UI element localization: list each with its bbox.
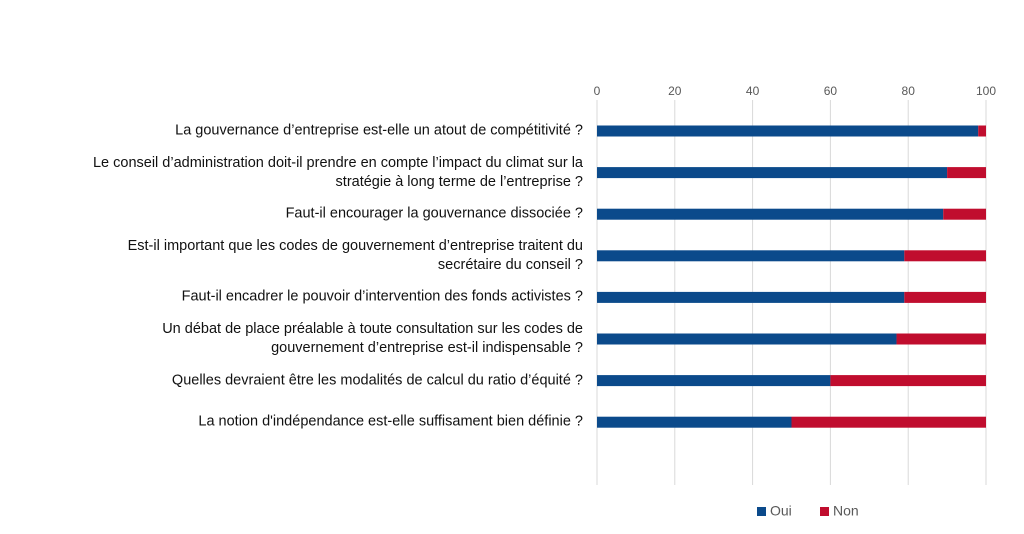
bar-segment — [830, 375, 986, 387]
legend-label: Non — [833, 503, 859, 519]
category-label: Faut-il encourager la gouvernance dissoc… — [285, 205, 583, 222]
bar-segment — [978, 125, 986, 137]
bar-segment — [597, 167, 948, 179]
bar-segment — [597, 250, 905, 262]
bar-segment — [947, 167, 986, 179]
legend-swatch — [757, 507, 766, 516]
x-tick-label: 20 — [668, 84, 682, 98]
category-label: Quelles devraient être les modalités de … — [171, 372, 583, 389]
bar-segment — [597, 208, 944, 220]
x-tick-label: 60 — [824, 84, 838, 98]
category-label: Un débat de place préalable à toute cons… — [162, 321, 583, 356]
bar-segment — [791, 416, 986, 428]
category-label: La gouvernance d’entreprise est-elle un … — [175, 122, 583, 139]
x-tick-label: 40 — [746, 84, 760, 98]
bar-segment — [904, 291, 986, 303]
category-label: Faut-il encadrer le pouvoir d’interventi… — [181, 288, 583, 305]
category-label: Le conseil d’administration doit-il pren… — [92, 154, 583, 190]
bar-segment — [896, 333, 986, 345]
bar-segment — [904, 250, 986, 262]
legend-swatch — [820, 507, 829, 516]
category-label: La notion d'indépendance est-elle suffis… — [198, 413, 583, 430]
x-tick-label: 0 — [594, 84, 601, 98]
bar-segment — [597, 125, 979, 137]
x-tick-label: 80 — [902, 84, 916, 98]
category-label: Est-il important que les codes de gouver… — [127, 237, 583, 273]
bar-segment — [597, 333, 897, 345]
bar-segment — [943, 208, 986, 220]
bar-segment — [597, 416, 792, 428]
x-tick-label: 100 — [976, 84, 996, 98]
bar-segment — [597, 375, 831, 387]
legend-label: Oui — [770, 503, 792, 519]
bar-segment — [597, 291, 905, 303]
